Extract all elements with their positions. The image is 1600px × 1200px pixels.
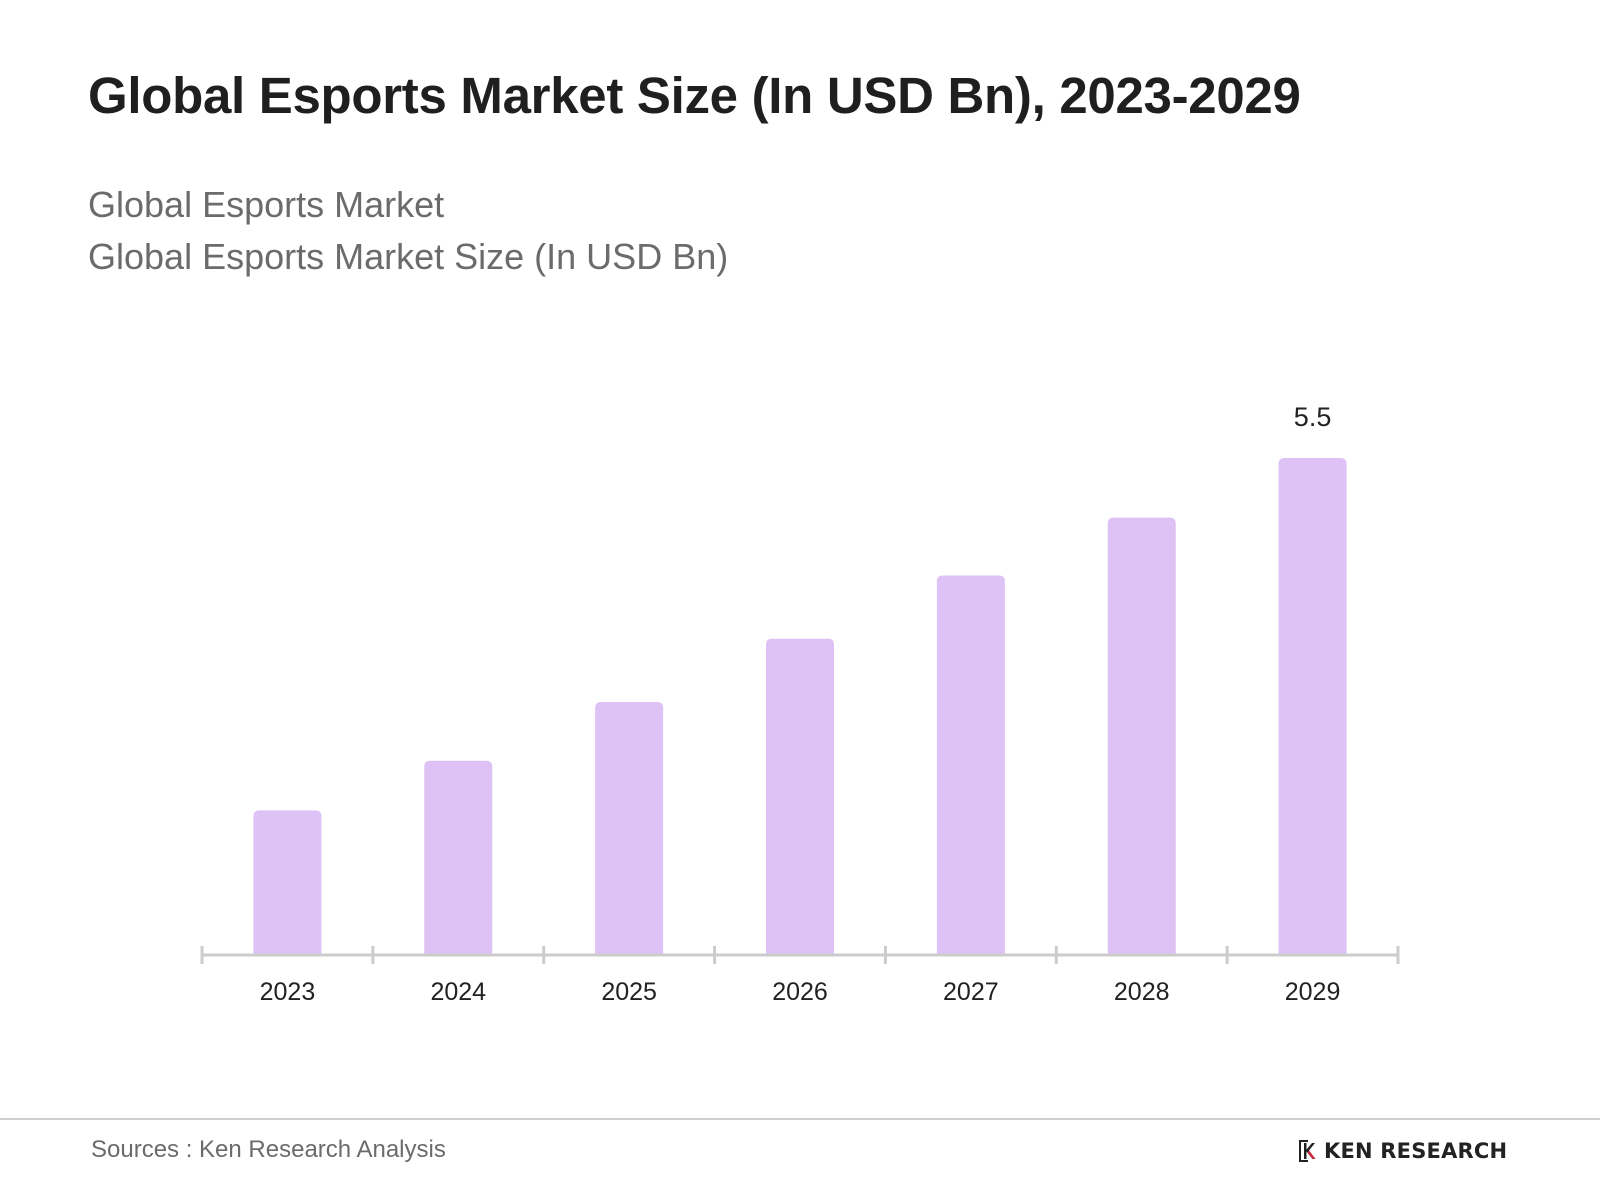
bar-2026 (766, 638, 834, 955)
x-tick-label-2027: 2027 (943, 978, 999, 1006)
bar-2025 (595, 701, 664, 955)
bar-2027 (936, 575, 1005, 955)
bar-2024 (424, 760, 493, 955)
series-label: Global Esports Market Size (In USD Bn) (88, 236, 729, 277)
chart-title: Global Esports Market Size (In USD Bn), … (88, 67, 1301, 124)
x-tick-label-2026: 2026 (772, 978, 828, 1006)
bar-2029 (1278, 458, 1347, 955)
x-tick-label-2025: 2025 (601, 978, 657, 1006)
x-tick-label-2029: 2029 (1285, 978, 1341, 1006)
chart-subtitle: Global Esports Market (88, 184, 445, 225)
x-tick-label-2023: 2023 (260, 978, 316, 1006)
ken-research-logo: KEN RESEARCH (1296, 1138, 1507, 1164)
bar-2028 (1107, 517, 1176, 955)
x-tick-label-2028: 2028 (1114, 978, 1170, 1006)
logo-text: KEN RESEARCH (1324, 1139, 1508, 1163)
bar-2023 (253, 810, 322, 955)
ken-research-logo-icon (1299, 1140, 1316, 1162)
x-tick-label-2024: 2024 (430, 978, 486, 1006)
footer-divider (0, 1118, 1600, 1120)
data-label-2029: 5.5 (1294, 402, 1332, 432)
source-note: Sources : Ken Research Analysis (91, 1136, 446, 1163)
